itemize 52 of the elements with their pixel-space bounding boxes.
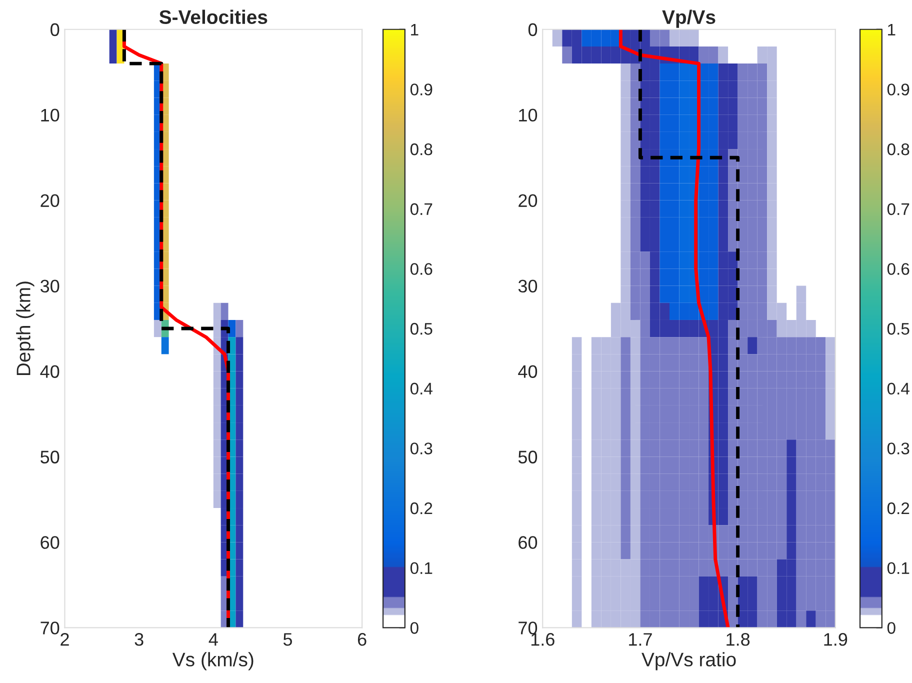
x-tick-label: 1.9 xyxy=(824,633,848,646)
y-tick-label: 40 xyxy=(40,365,60,378)
color-bar-label: 0.7 xyxy=(410,203,432,216)
x-tick-label: 6 xyxy=(358,633,366,646)
chart-title: Vp/Vs xyxy=(662,10,716,28)
x-tick-label: 1.6 xyxy=(531,633,554,646)
y-tick-label: 0 xyxy=(528,23,538,36)
y-tick-label: 50 xyxy=(40,450,60,464)
y-tick-label: 60 xyxy=(518,536,538,549)
chart-title: S-Velocities xyxy=(159,10,268,24)
color-bar-label: 0.5 xyxy=(887,322,910,335)
y-tick-label: 10 xyxy=(519,108,538,122)
x-tick-label: 3 xyxy=(134,633,144,646)
color-bar-label: 0.9 xyxy=(410,84,432,96)
color-bar-label: 1 xyxy=(411,24,418,36)
x-tick-label: 4 xyxy=(208,633,218,646)
x-tick-label: 2 xyxy=(60,633,69,646)
color-bar-label: 0.5 xyxy=(410,322,432,335)
y-tick-label: 40 xyxy=(518,365,538,378)
color-bar-label: 0.2 xyxy=(410,502,432,514)
y-tick-label: 70 xyxy=(40,622,60,634)
color-bar-label: 0.4 xyxy=(887,382,910,395)
y-tick-label: 70 xyxy=(518,622,538,634)
color-bar-label: 0.7 xyxy=(887,203,910,216)
color-bar-label: 0.6 xyxy=(887,263,910,275)
y-axis-title: Depth (km) xyxy=(16,282,34,376)
color-bar-label: 0.3 xyxy=(410,442,432,454)
y-tick-label: 30 xyxy=(40,280,60,293)
color-bar-label: 0.1 xyxy=(410,562,432,574)
color-bar-label: 0.8 xyxy=(887,143,910,156)
color-bar-label: 0.3 xyxy=(887,442,910,454)
x-axis-title: Vp/Vs ratio xyxy=(642,652,736,670)
x-tick-label: 1.8 xyxy=(726,633,750,646)
color-bar-label: 0.2 xyxy=(887,502,910,514)
color-bar-label: 0 xyxy=(887,622,896,634)
color-bar-label: 0.1 xyxy=(887,562,910,574)
y-tick-label: 50 xyxy=(518,450,538,464)
y-tick-label: 30 xyxy=(518,280,538,293)
x-axis-title: Vs (km/s) xyxy=(172,652,254,670)
y-tick-label: 0 xyxy=(50,23,60,36)
y-tick-label: 10 xyxy=(41,108,60,122)
color-bar-label: 0.9 xyxy=(887,84,910,96)
x-tick-label: 1.7 xyxy=(629,633,652,646)
color-bar-label: 0 xyxy=(410,622,418,634)
y-tick-label: 60 xyxy=(40,536,60,549)
y-tick-label: 20 xyxy=(518,194,538,208)
color-bar-label: 0.8 xyxy=(410,143,432,156)
color-bar-label: 1 xyxy=(888,24,896,36)
y-tick-label: 20 xyxy=(40,194,60,208)
color-bar-label: 0.4 xyxy=(410,382,432,395)
color-bar-label: 0.6 xyxy=(410,263,432,275)
x-tick-label: 5 xyxy=(283,633,292,646)
